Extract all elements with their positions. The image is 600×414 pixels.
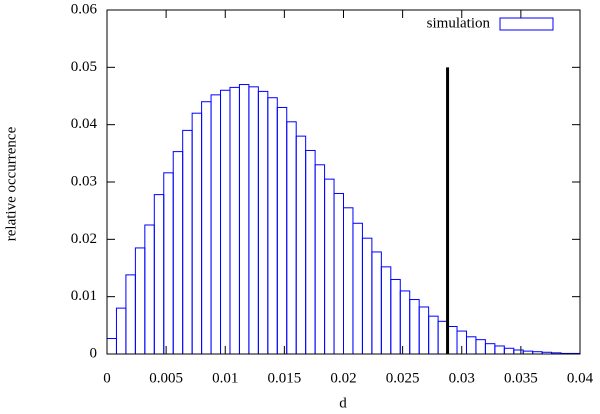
bar [343, 207, 354, 355]
bar [220, 89, 231, 355]
legend-swatch [499, 17, 554, 31]
bar [475, 339, 486, 355]
bar [286, 121, 297, 355]
bar [144, 224, 155, 355]
x-tick-label: 0.01 [212, 370, 238, 386]
x-tick-label: 0.025 [386, 370, 420, 386]
bar [390, 278, 401, 355]
bar [361, 237, 373, 355]
y-tick-label: 0.05 [71, 59, 97, 75]
x-axis-label: d [339, 395, 347, 411]
bar [125, 274, 136, 355]
y-tick-label: 0 [90, 345, 98, 361]
bar [503, 347, 515, 355]
plot-frame [106, 9, 581, 355]
bar [428, 315, 439, 355]
bar [399, 290, 411, 355]
bar [134, 247, 146, 355]
x-tick-label: 0.03 [449, 370, 475, 386]
bar [409, 299, 420, 355]
bar [210, 94, 222, 355]
bar [229, 86, 240, 355]
y-tick-label: 0.06 [71, 1, 98, 17]
bar [106, 338, 117, 355]
bar [333, 192, 345, 355]
bar [248, 86, 259, 355]
x-tick-label: 0.015 [268, 370, 302, 386]
bar [513, 349, 524, 355]
bar [182, 129, 193, 355]
x-tick-label: 0.02 [330, 370, 356, 386]
bar [267, 97, 278, 355]
bar [484, 343, 496, 355]
legend-label: simulation [427, 15, 491, 31]
bar [191, 112, 203, 355]
x-tick-label: 0.035 [504, 370, 538, 386]
bar [276, 106, 288, 355]
bar [163, 172, 174, 355]
bar [418, 306, 430, 355]
bar [465, 336, 477, 355]
x-tick-label: 0.005 [149, 370, 183, 386]
bar [153, 194, 165, 355]
bar [352, 222, 363, 355]
x-tick-label: 0 [103, 370, 111, 386]
y-axis-label: relative occurrence [3, 126, 19, 241]
bar [371, 251, 382, 355]
bar [201, 101, 212, 355]
bar [172, 151, 184, 355]
bar [257, 90, 269, 355]
x-tick-label: 0.04 [567, 370, 594, 386]
bar [238, 84, 250, 355]
bar [324, 178, 335, 355]
bar [295, 135, 307, 355]
y-tick-label: 0.04 [71, 116, 98, 132]
bar [494, 345, 505, 355]
bar [314, 164, 326, 355]
y-tick-label: 0.02 [71, 231, 97, 247]
bar [115, 307, 127, 355]
bar [305, 149, 316, 355]
bar [380, 266, 392, 355]
y-tick-label: 0.03 [71, 173, 97, 189]
y-tick-label: 0.01 [71, 288, 97, 304]
